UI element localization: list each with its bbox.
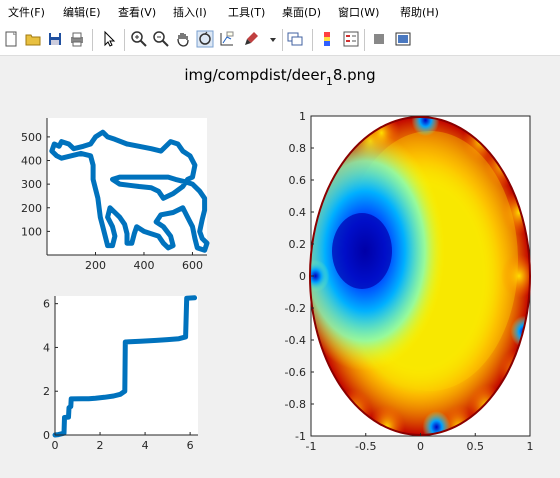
cumulative-step-curve-line bbox=[52, 295, 198, 438]
y-tick-label: 100 bbox=[21, 225, 42, 238]
x-tick-label: 2 bbox=[97, 439, 104, 452]
print-icon[interactable] bbox=[68, 30, 86, 48]
figure-title-prefix: img/compdist/deer bbox=[184, 66, 326, 84]
figure-title-suffix: 8.png bbox=[333, 66, 376, 84]
figure-canvas: img/compdist/deer18.png 200 400 600 100 200 3… bbox=[0, 56, 560, 475]
y-tick-label: 300 bbox=[21, 178, 42, 191]
data-cursor-icon[interactable] bbox=[218, 30, 236, 48]
save-icon[interactable] bbox=[46, 30, 64, 48]
brush-icon[interactable] bbox=[242, 30, 260, 48]
disk-hot-spot bbox=[501, 254, 530, 298]
menu-bar: 文件(F) 编辑(E) 查看(V) 插入(I) 工具(T) 桌面(D) 窗口(W) 帮助(H) bbox=[0, 0, 560, 25]
figure-svg: img/compdist/deer18.png 200 400 6001002003… bbox=[21, 66, 540, 453]
y-tick-label: 1 bbox=[299, 110, 306, 123]
y-tick-label: 500 bbox=[21, 131, 42, 144]
menu-item-1[interactable]: 编辑(E) bbox=[63, 6, 101, 19]
menu-item-3[interactable]: 插入(I) bbox=[173, 6, 207, 19]
zoom-in-icon[interactable] bbox=[130, 30, 148, 48]
x-tick-label: 0 bbox=[417, 440, 424, 453]
y-tick-label: 6 bbox=[43, 298, 50, 311]
axes-shape-outline[interactable]: 200 400 600 100 200 300 400 500 bbox=[21, 118, 210, 272]
legend-icon[interactable] bbox=[342, 30, 360, 48]
y-tick-label: 0.2 bbox=[289, 238, 307, 251]
y-tick-label: 2 bbox=[43, 385, 50, 398]
x-tick-label: 0.5 bbox=[467, 440, 485, 453]
x-tick-label: 1 bbox=[527, 440, 534, 453]
y-tick-label: -0.8 bbox=[285, 398, 306, 411]
y-tick-label: 0 bbox=[299, 270, 306, 283]
show-plot-tools-icon[interactable] bbox=[394, 30, 412, 48]
y-tick-label: -0.2 bbox=[285, 302, 306, 315]
figure-toolbar bbox=[0, 25, 560, 56]
x-tick-label: 4 bbox=[142, 439, 149, 452]
axes-disk-map-ticks: -1 -0.5 0 0.5 1 1 0.8 0.6 0.4 0.2 0 -0.2 -0.4 -0.6 -0.… bbox=[285, 110, 534, 453]
zoom-out-icon[interactable] bbox=[152, 30, 170, 48]
y-tick-label: -0.4 bbox=[285, 334, 306, 347]
rotate-3d-icon[interactable] bbox=[196, 30, 214, 48]
colorbar-icon[interactable] bbox=[318, 30, 336, 48]
toolbar-separator bbox=[282, 29, 283, 51]
menu-item-2[interactable]: 查看(V) bbox=[118, 6, 157, 19]
y-tick-label: 0.8 bbox=[289, 142, 307, 155]
y-tick-label: 0 bbox=[43, 429, 50, 442]
link-plot-icon[interactable] bbox=[286, 30, 304, 48]
new-file-icon[interactable] bbox=[2, 30, 20, 48]
axes-step-curve[interactable]: 0 2 4 6 0 2 4 6 bbox=[43, 295, 198, 452]
x-tick-label: 200 bbox=[85, 259, 106, 272]
open-folder-icon[interactable] bbox=[24, 30, 42, 48]
x-tick-label: -1 bbox=[306, 440, 317, 453]
disk-cool-spot bbox=[310, 260, 330, 292]
toolbar-separator bbox=[312, 29, 313, 51]
toolbar-separator bbox=[124, 29, 125, 51]
disk-minimum-core bbox=[332, 213, 392, 289]
x-tick-label: -0.5 bbox=[355, 440, 376, 453]
x-tick-label: 0 bbox=[52, 439, 59, 452]
y-tick-label: -1 bbox=[295, 430, 306, 443]
menu-item-5[interactable]: 桌面(D) bbox=[282, 6, 322, 19]
disk-cool-spot bbox=[422, 411, 451, 435]
figure-title: img/compdist/deer18.png bbox=[184, 66, 375, 88]
figure-title-subscript: 1 bbox=[326, 75, 333, 88]
x-tick-label: 6 bbox=[187, 439, 194, 452]
x-tick-label: 600 bbox=[182, 259, 203, 272]
pan-hand-icon[interactable] bbox=[174, 30, 192, 48]
hide-plot-tools-icon[interactable] bbox=[370, 30, 388, 48]
menu-item-4[interactable]: 工具(T) bbox=[228, 6, 266, 19]
y-tick-label: 400 bbox=[21, 155, 42, 168]
disk-cool-spot bbox=[411, 117, 440, 137]
toolbar-separator bbox=[364, 29, 365, 51]
menu-item-6[interactable]: 窗口(W) bbox=[338, 6, 380, 19]
shape-outline-line bbox=[49, 129, 210, 253]
pointer-icon[interactable] bbox=[100, 30, 118, 48]
axes-shape-outline-ticks: 200 400 600 100 200 300 400 500 bbox=[21, 131, 203, 272]
brush-dropdown-icon[interactable] bbox=[264, 30, 282, 48]
axes-disk-map[interactable]: -1 -0.5 0 0.5 1 1 0.8 0.6 0.4 0.2 0 -0.2 -0.4 -0.6 -0.… bbox=[285, 104, 540, 453]
y-tick-label: 0.4 bbox=[289, 206, 307, 219]
y-tick-label: 200 bbox=[21, 202, 42, 215]
y-tick-label: -0.6 bbox=[285, 366, 306, 379]
x-tick-label: 400 bbox=[133, 259, 154, 272]
menu-item-7[interactable]: 帮助(H) bbox=[400, 6, 439, 19]
toolbar-separator bbox=[92, 29, 93, 51]
y-tick-label: 0.6 bbox=[289, 174, 307, 187]
menu-item-0[interactable]: 文件(F) bbox=[8, 6, 45, 19]
y-tick-label: 4 bbox=[43, 341, 50, 354]
